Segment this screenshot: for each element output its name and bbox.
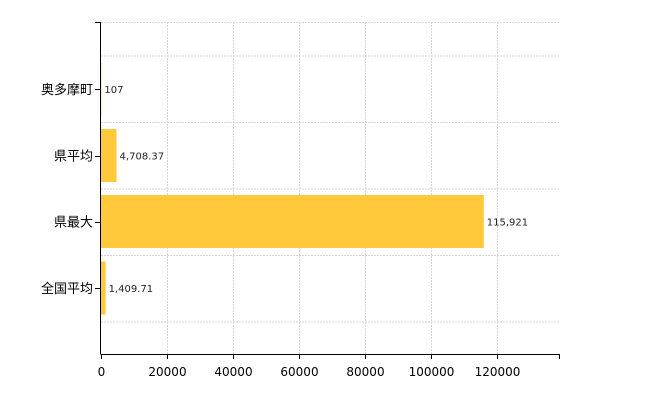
x-axis-ticks: 0 20000 40000 60000 80000 100000 120000 — [98, 354, 521, 379]
bar — [101, 195, 484, 248]
bars — [101, 62, 484, 315]
data-labels: 107 4,708.37 115,921 1,409.71 — [104, 85, 528, 295]
data-label: 107 — [104, 85, 123, 96]
gridlines — [101, 22, 560, 354]
x-tick-label: 0 — [98, 365, 106, 379]
axes — [95, 22, 560, 359]
x-tick-label: 80000 — [346, 365, 384, 379]
category-label: 県平均 — [54, 150, 93, 165]
x-tick-label: 60000 — [280, 365, 318, 379]
x-tick-label: 20000 — [148, 365, 186, 379]
x-tick-label: 100000 — [409, 365, 455, 379]
x-tick-label: 120000 — [475, 365, 521, 379]
bar — [101, 129, 117, 182]
data-label: 4,708.37 — [120, 152, 165, 163]
category-label: 全国平均 — [41, 281, 93, 297]
data-label: 1,409.71 — [109, 284, 154, 295]
x-tick-label: 40000 — [214, 365, 252, 379]
bar — [101, 261, 106, 315]
category-label: 県最大 — [54, 216, 93, 231]
category-label: 奥多摩町 — [41, 82, 93, 98]
data-label: 115,921 — [487, 218, 528, 229]
